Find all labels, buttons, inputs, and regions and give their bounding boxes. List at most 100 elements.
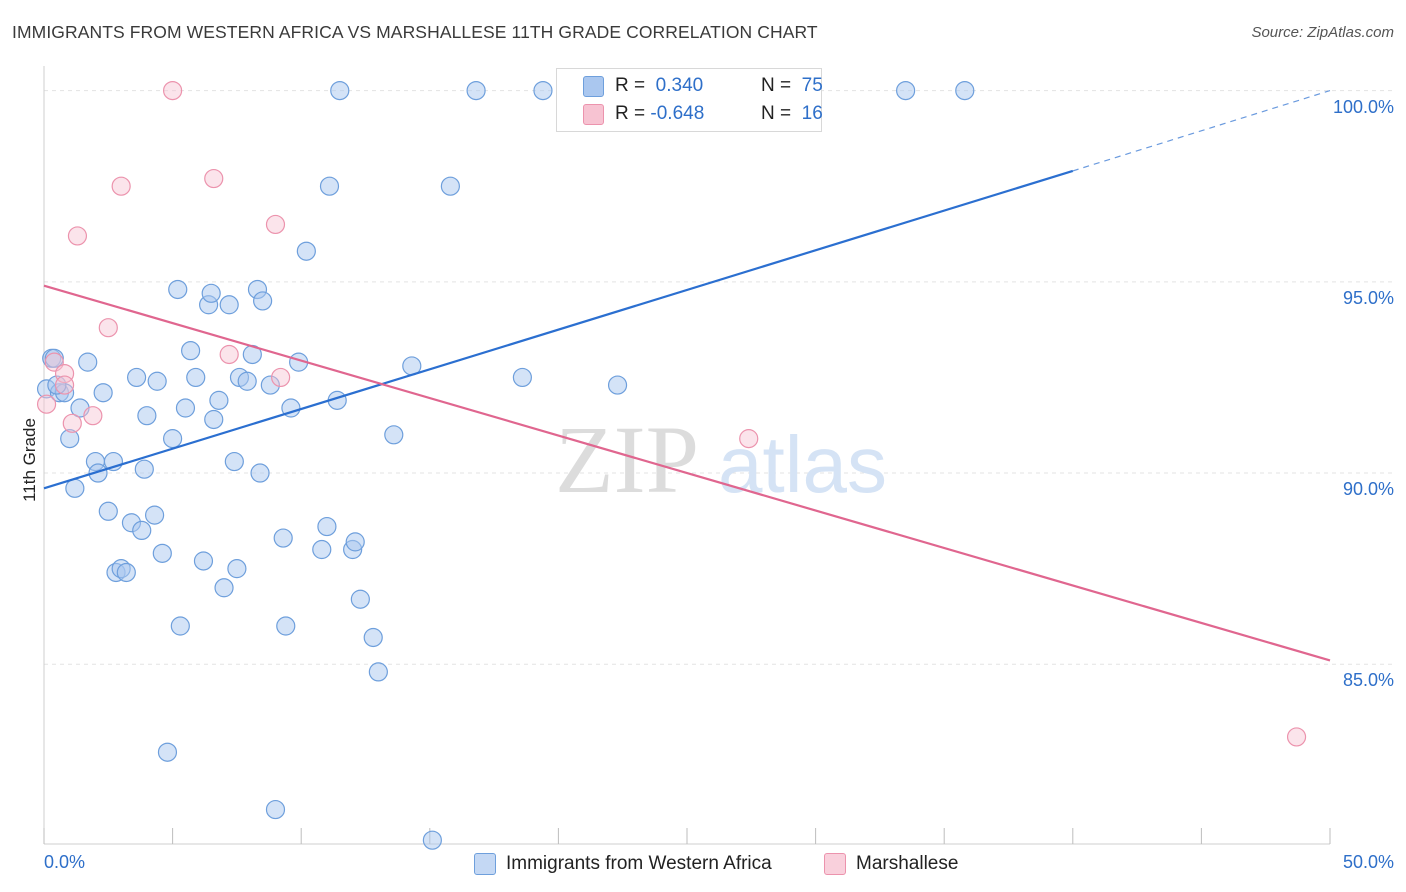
- data-point-pink: [98, 318, 118, 338]
- data-point-blue: [265, 799, 286, 820]
- data-point-blue: [296, 241, 316, 261]
- y-tick-label: 90.0%: [1342, 479, 1394, 500]
- data-point-blue: [47, 375, 67, 395]
- bottom-legend-label-pink: Marshallese: [856, 853, 959, 874]
- x-tick-label-min: 0.0%: [44, 852, 86, 872]
- data-point-blue: [93, 383, 113, 403]
- data-point-blue: [312, 539, 332, 560]
- legend-swatch-pink: [583, 103, 604, 125]
- trend-line-blue-extension: [1072, 90, 1331, 172]
- correlation-legend: R = 0.340 N = 75 R = -0.648 N = 16: [556, 68, 823, 132]
- data-point-pink: [163, 80, 183, 101]
- data-point-blue: [319, 176, 340, 196]
- data-point-blue: [152, 543, 172, 563]
- bottom-legend-pink: Marshallese: [824, 850, 958, 878]
- y-tick-label: 85.0%: [1342, 670, 1394, 691]
- data-point-pink: [265, 214, 286, 235]
- data-point-blue: [132, 520, 152, 541]
- x-tick-label-max: 50.0%: [1342, 852, 1394, 872]
- data-point-blue: [384, 425, 404, 445]
- legend-n-value: 75: [801, 75, 823, 96]
- data-point-blue: [466, 80, 486, 101]
- data-point-pink: [1286, 727, 1307, 747]
- series-blue-points: [36, 80, 975, 850]
- data-point-blue: [201, 283, 221, 303]
- data-point-blue: [144, 505, 165, 525]
- data-point-blue: [157, 742, 178, 762]
- data-point-blue: [317, 516, 337, 537]
- data-point-blue: [170, 616, 190, 636]
- bottom-legend-swatch-pink: [824, 853, 846, 875]
- bottom-legend-blue: Immigrants from Western Africa: [474, 850, 772, 878]
- data-point-pink: [54, 364, 75, 384]
- data-point-pink: [111, 176, 131, 196]
- data-point-pink: [62, 413, 82, 433]
- legend-swatch-blue: [583, 75, 604, 97]
- data-point-pink: [204, 168, 224, 189]
- trend-line-blue: [43, 169, 1074, 490]
- legend-n-label: N =: [761, 75, 792, 96]
- chart-source: Source: ZipAtlas.com: [1251, 24, 1394, 41]
- data-point-blue: [345, 532, 365, 552]
- data-point-blue: [147, 371, 167, 391]
- data-point-blue: [168, 279, 188, 300]
- data-point-blue: [134, 459, 154, 479]
- data-point-blue: [363, 627, 383, 648]
- legend-n-label: N =: [761, 103, 792, 124]
- y-tick-label: 100.0%: [1332, 96, 1394, 117]
- axes: [43, 66, 1331, 845]
- data-point-pink: [67, 226, 88, 246]
- data-point-blue: [276, 616, 296, 636]
- data-point-blue: [78, 352, 98, 372]
- legend-r-label: R =: [615, 75, 646, 96]
- data-point-blue: [253, 291, 273, 311]
- data-point-blue: [224, 451, 244, 472]
- data-point-blue: [422, 830, 442, 850]
- data-point-blue: [186, 367, 206, 388]
- data-point-blue: [204, 409, 224, 430]
- bottom-legend-label-blue: Immigrants from Western Africa: [506, 853, 772, 874]
- data-point-blue: [350, 589, 370, 609]
- data-point-blue: [896, 80, 916, 101]
- data-point-blue: [227, 559, 247, 579]
- legend-n-value: 16: [801, 103, 823, 124]
- data-point-blue: [65, 478, 85, 498]
- data-point-blue: [237, 371, 257, 391]
- data-point-pink: [83, 406, 103, 426]
- data-point-blue: [260, 375, 280, 395]
- legend-r-label: R =: [615, 103, 646, 124]
- data-point-blue: [440, 176, 460, 196]
- y-tick-label: 95.0%: [1342, 287, 1394, 308]
- data-point-blue: [273, 528, 293, 548]
- trend-lines: [43, 90, 1331, 662]
- chart-title: IMMIGRANTS FROM WESTERN AFRICA VS MARSHA…: [12, 22, 818, 42]
- bottom-legend-swatch-blue: [474, 853, 496, 875]
- data-point-blue: [512, 367, 532, 388]
- legend-r-value: -0.648: [650, 103, 705, 124]
- data-point-blue: [60, 429, 80, 449]
- data-point-pink: [219, 344, 239, 365]
- data-point-blue: [219, 295, 239, 315]
- data-point-pink: [271, 367, 291, 388]
- data-point-blue: [209, 390, 229, 410]
- data-point-blue: [330, 80, 350, 101]
- data-point-blue: [126, 367, 147, 388]
- data-point-blue: [250, 463, 270, 483]
- data-point-pink: [739, 429, 759, 449]
- data-point-blue: [175, 398, 196, 418]
- watermark-zip: ZIP: [555, 406, 699, 513]
- data-point-blue: [193, 551, 214, 571]
- data-point-blue: [368, 662, 388, 682]
- data-point-blue: [98, 501, 118, 521]
- data-point-pink: [36, 394, 57, 414]
- data-point-blue: [88, 463, 108, 483]
- data-point-blue: [607, 375, 628, 395]
- data-point-blue: [116, 562, 136, 583]
- trend-line-pink: [43, 284, 1331, 662]
- series-pink-points: [36, 80, 1307, 747]
- data-point-pink: [54, 375, 75, 395]
- data-point-blue: [181, 341, 201, 361]
- legend-r-value: 0.340: [655, 75, 704, 96]
- data-point-blue: [533, 80, 553, 101]
